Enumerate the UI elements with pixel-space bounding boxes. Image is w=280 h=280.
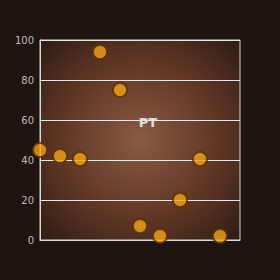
svg-text:60: 60 [21, 115, 34, 126]
svg-text:0: 0 [28, 235, 34, 246]
svg-text:80: 80 [21, 75, 34, 86]
svg-text:20: 20 [21, 195, 34, 206]
svg-text:PT: PT [139, 115, 158, 130]
svg-text:40: 40 [21, 155, 34, 166]
svg-text:100: 100 [15, 35, 34, 46]
